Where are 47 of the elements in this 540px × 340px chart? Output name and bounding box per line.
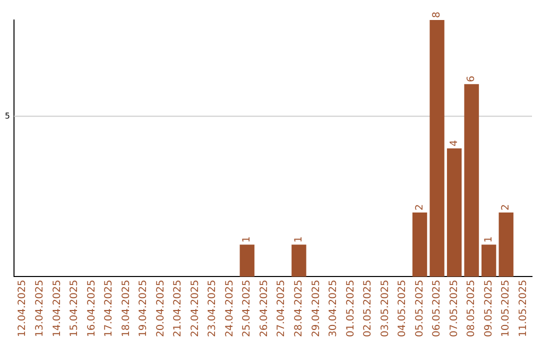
x-tick-label: 23.04.2025 [207,280,218,338]
x-tick-label: 08.05.2025 [466,280,478,338]
x-tick-label: 07.05.2025 [448,280,460,338]
x-tick-label: 26.04.2025 [258,280,270,338]
x-tick-label: 09.05.2025 [483,280,494,338]
x-tick-label: 28.04.2025 [293,280,304,338]
data-label: 1 [483,236,494,243]
x-tick-label: 22.04.2025 [190,280,201,338]
x-tick-label: 20.04.2025 [155,280,166,338]
x-tick-label: 05.05.2025 [414,280,426,338]
bar [464,84,479,277]
data-label: 1 [293,236,304,243]
x-tick-label: 25.04.2025 [242,280,253,338]
ref-line-label: 5 [4,111,10,120]
x-tick-label: 21.04.2025 [172,280,184,338]
x-tick-label: 06.05.2025 [432,280,443,338]
x-tick-label: 11.05.2025 [518,280,529,338]
x-tick-label: 18.04.2025 [120,280,132,338]
bar [481,244,496,277]
data-label: 6 [466,76,478,82]
x-tick-label: 17.04.2025 [104,280,115,338]
data-label: 2 [414,204,426,211]
x-tick-label: 14.04.2025 [52,280,63,338]
x-tick-label: 24.04.2025 [224,280,236,338]
x-tick-label: 13.04.2025 [34,280,46,338]
x-tick-label: 12.04.2025 [17,280,28,338]
bar [498,212,514,277]
x-tick-label: 03.05.2025 [380,280,391,338]
bar [446,148,462,277]
bar [240,244,254,277]
bar [292,244,306,277]
x-tick-label: 29.04.2025 [310,280,322,338]
x-tick-label: 10.05.2025 [500,280,512,338]
bar [412,212,428,277]
x-tick-label: 30.04.2025 [328,280,340,338]
data-label: 4 [448,140,460,146]
x-tick-label: 16.04.2025 [86,280,98,338]
data-label: 1 [242,236,253,243]
x-tick-label: 04.05.2025 [397,280,408,338]
bar [430,20,444,277]
data-label: 2 [500,204,512,211]
x-tick-label: 19.04.2025 [138,280,150,338]
x-tick-label: 15.04.2025 [69,280,80,338]
data-label: 8 [432,12,443,18]
x-tick-label: 01.05.2025 [345,280,356,338]
x-tick-label: 27.04.2025 [276,280,288,338]
x-tick-label: 02.05.2025 [362,280,374,338]
